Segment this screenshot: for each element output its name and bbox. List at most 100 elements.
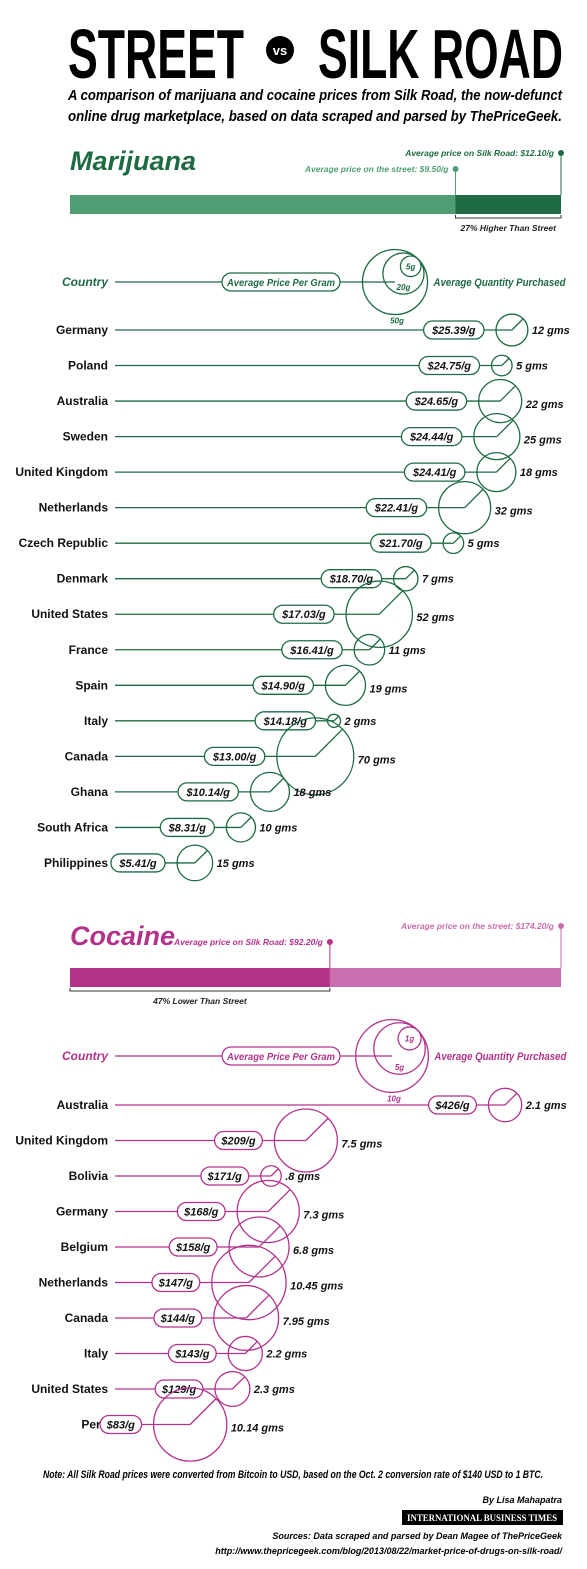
section-heading: Cocaine: [70, 921, 175, 951]
publisher-box: [402, 1510, 563, 1525]
country: Spain: [75, 678, 108, 692]
price-label: $25.39/g: [431, 325, 476, 337]
marker-dot: [452, 166, 459, 172]
legend-quantity: Average Quantity Purchased: [433, 277, 566, 289]
price-pill: [167, 1343, 217, 1364]
quantity-circle: [273, 1108, 339, 1173]
quantity-circle: [152, 1387, 228, 1462]
price-label: $24.41/g: [412, 467, 457, 479]
legend-country: Country: [62, 1049, 109, 1063]
byline: By Lisa Mahapatra: [482, 1495, 562, 1505]
quantity-radius: [511, 318, 524, 331]
quantity-label: 18 gms: [293, 787, 331, 799]
country: United Kingdom: [15, 465, 108, 479]
quantity-label: 7.3 gms: [303, 1210, 344, 1222]
quantity-radius: [499, 385, 516, 402]
quantity-label: 5 gms: [468, 538, 500, 550]
quantity-label: 2.2 gms: [265, 1349, 307, 1361]
country: Belgium: [61, 1240, 108, 1254]
price-bar: [70, 968, 330, 987]
quantity-radius: [270, 1168, 279, 1177]
vs-badge: [266, 36, 294, 64]
quantity-radius: [245, 1294, 270, 1319]
quantity-label: 2.1 gms: [525, 1100, 567, 1112]
country: Canada: [65, 1311, 109, 1325]
quantity-circle: [211, 1244, 287, 1321]
country: Germany: [56, 1205, 108, 1219]
price-label: $168/g: [183, 1207, 219, 1219]
marker-label: Average price on the street: $9.50/g: [304, 164, 449, 174]
legend-circle: [382, 252, 425, 295]
country: Canada: [65, 749, 109, 763]
country: Germany: [56, 323, 108, 337]
price-pill: [252, 675, 315, 695]
quantity-label: 19 gms: [370, 683, 408, 695]
price-label: $209/g: [220, 1136, 256, 1148]
price-pill: [403, 462, 466, 482]
quantity-circle: [345, 580, 414, 649]
price-label: $8.31/g: [168, 822, 207, 834]
price-label: $13.00/g: [212, 751, 257, 763]
quantity-circle: [260, 1165, 282, 1187]
country: France: [69, 643, 109, 657]
quantity-circle: [353, 633, 386, 666]
price-pill: [370, 533, 432, 553]
price-pill: [99, 1414, 143, 1435]
quantity-radius: [496, 419, 514, 438]
quantity-radius: [189, 1398, 217, 1425]
quantity-label: 11 gms: [389, 645, 426, 657]
legend-pill: [221, 1046, 341, 1066]
publisher: INTERNATIONAL BUSINESS TIMES: [407, 1514, 557, 1524]
price-pill: [418, 355, 481, 376]
price-label: $143/g: [174, 1349, 210, 1361]
quantity-circle: [442, 532, 465, 555]
quantity-radius: [333, 715, 340, 722]
country: Poland: [68, 359, 108, 373]
marker-label: Average price on Silk Road: $12.10/g: [404, 148, 555, 158]
price-pill: [203, 746, 266, 767]
price-label: $144/g: [160, 1313, 196, 1325]
price-pill: [254, 711, 317, 731]
price-label: $158/g: [175, 1242, 211, 1254]
quantity-radius: [244, 1340, 258, 1354]
quantity-radius: [368, 638, 381, 651]
marker-dot: [558, 923, 564, 929]
country: Philippines: [44, 856, 108, 870]
price-pill: [400, 426, 463, 447]
legend-circle-label: 10g: [387, 1094, 401, 1103]
quantity-label: 15 gms: [217, 858, 255, 870]
price-label: $147/g: [158, 1278, 194, 1290]
price-label: $21.70/g: [378, 538, 423, 550]
price-pill: [177, 782, 240, 802]
price-label: $171/g: [207, 1171, 243, 1183]
quantity-radius: [240, 816, 252, 828]
price-label: $14.18/g: [263, 716, 308, 728]
quantity-circle: [495, 313, 529, 347]
price-pill: [281, 640, 343, 660]
quantity-circle: [236, 1179, 300, 1244]
quantity-radius: [314, 728, 343, 757]
country: United States: [31, 1382, 108, 1396]
quantity-circle: [324, 664, 367, 707]
price-pill: [200, 1166, 250, 1186]
price-label: $14.90/g: [261, 680, 306, 692]
note: Note: All Silk Road prices were converte…: [43, 1469, 543, 1481]
price-pill: [422, 320, 485, 340]
quantity-label: 32 gms: [495, 506, 533, 518]
country: Italy: [84, 714, 108, 728]
quantity-label: 6.8 gms: [293, 1245, 334, 1257]
title-left: STREET: [68, 15, 244, 93]
title-vs: vs: [273, 43, 287, 58]
quantity-label: .8 gms: [285, 1171, 320, 1183]
quantity-radius: [464, 488, 484, 509]
legend-circle-label: 5g: [406, 262, 415, 271]
quantity-radius: [501, 357, 510, 366]
marker-label: Average price on Silk Road: $92.20/g: [173, 937, 324, 947]
legend-circle-label: 1g: [405, 1034, 414, 1043]
quantity-radius: [194, 849, 208, 864]
legend-circle: [361, 248, 429, 316]
quantity-label: 10.45 gms: [290, 1281, 343, 1293]
price-pill: [176, 1201, 226, 1222]
